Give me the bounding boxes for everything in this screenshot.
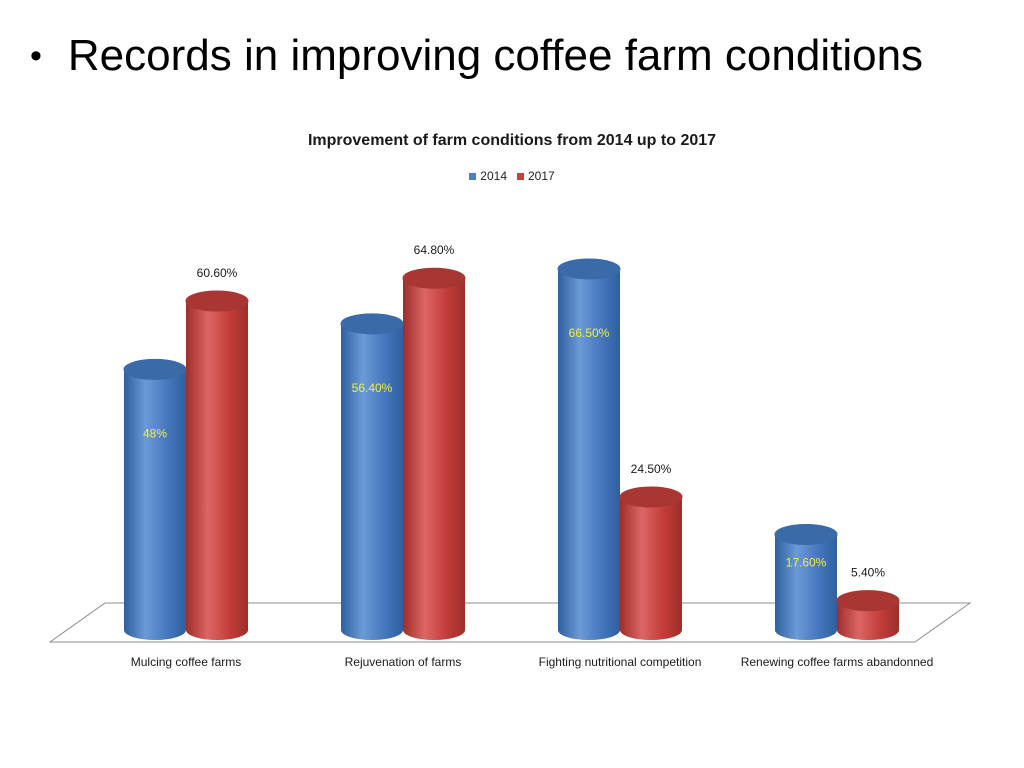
data-label-2014-3: 66.50% — [569, 326, 610, 340]
bar-2014-2 — [340, 313, 404, 640]
slide-title: • Records in improving coffee farm condi… — [30, 28, 923, 84]
data-label-2014-4: 17.60% — [786, 555, 827, 569]
legend-swatch-2014 — [469, 172, 477, 180]
bullet-icon: • — [30, 37, 42, 75]
bar-2014-1 — [123, 358, 187, 640]
data-label-2014-1: 48% — [143, 426, 167, 440]
chart-floor — [48, 602, 972, 643]
data-label-2017-1: 60.60% — [197, 266, 238, 280]
category-label-4: Renewing coffee farms abandonned — [741, 655, 934, 669]
bar-2017-1 — [185, 290, 249, 640]
legend-item-2017: 2017 — [517, 169, 555, 183]
legend-label-2014: 2014 — [480, 169, 507, 183]
legend-label-2017: 2017 — [528, 169, 555, 183]
legend-swatch-2017 — [517, 172, 524, 180]
category-label-1: Mulcing coffee farms — [131, 655, 242, 669]
bar-2017-2 — [402, 267, 466, 640]
data-label-2017-2: 64.80% — [414, 243, 455, 257]
bar-2014-4 — [774, 523, 838, 640]
data-label-2017-3: 24.50% — [631, 462, 672, 476]
data-label-2017-4: 5.40% — [851, 566, 885, 580]
bar-2017-3 — [619, 486, 683, 640]
category-label-2: Rejuvenation of farms — [345, 655, 462, 669]
bar-2014-3 — [557, 258, 621, 640]
legend-item-2014: 2014 — [469, 169, 507, 183]
slide-title-text: Records in improving coffee farm conditi… — [67, 31, 924, 80]
chart-legend: 2014 2017 — [0, 169, 1024, 183]
data-label-2014-2: 56.40% — [352, 381, 393, 395]
category-label-3: Fighting nutritional competition — [539, 655, 702, 669]
bar-2017-4 — [836, 590, 900, 640]
chart-title: Improvement of farm conditions from 2014… — [307, 132, 717, 149]
